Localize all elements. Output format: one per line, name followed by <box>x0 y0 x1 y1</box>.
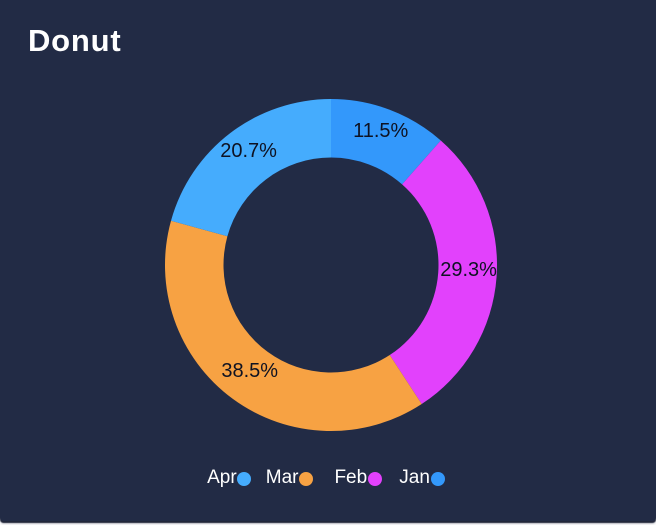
svg-text:29.3%: 29.3% <box>440 259 497 281</box>
svg-text:38.5%: 38.5% <box>221 360 278 382</box>
svg-text:11.5%: 11.5% <box>353 120 408 142</box>
svg-text:20.7%: 20.7% <box>220 140 277 162</box>
